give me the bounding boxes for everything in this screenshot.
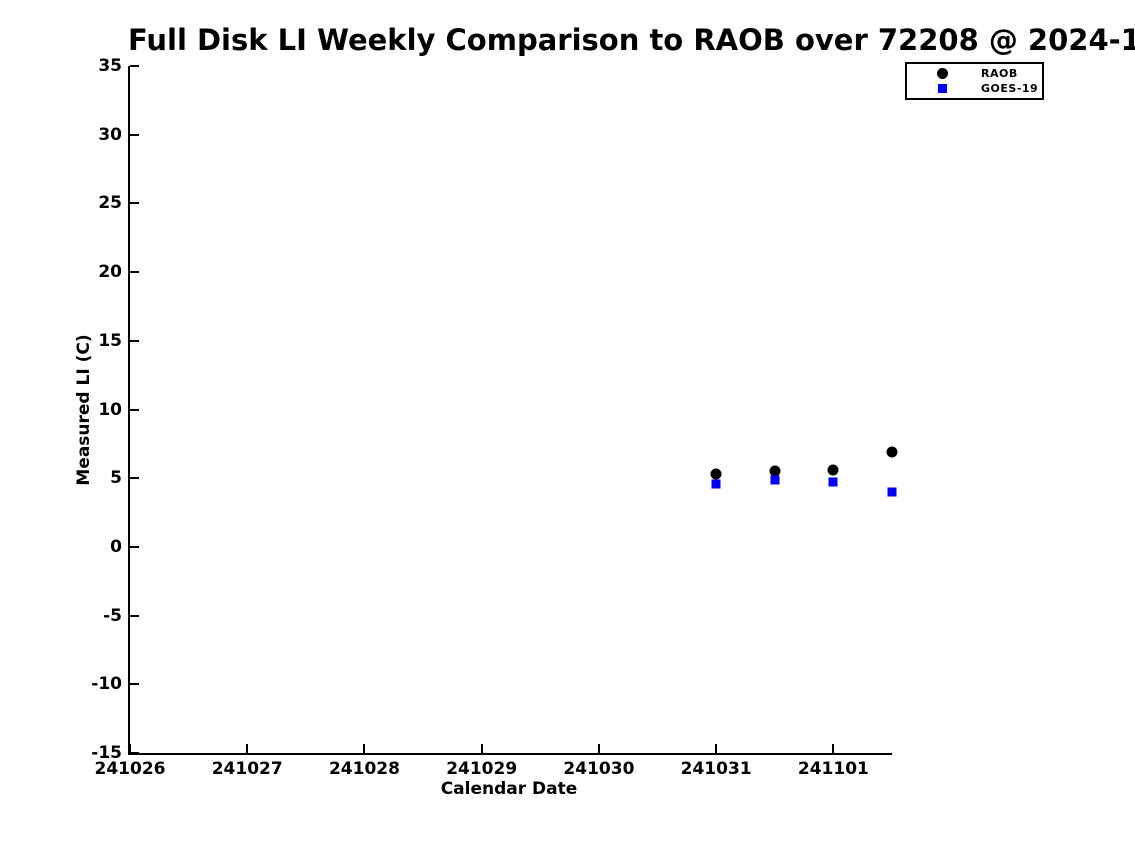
- y-tick-label: 25: [98, 193, 122, 214]
- y-tick-mark: [130, 65, 139, 67]
- y-tick-label: 20: [98, 262, 122, 283]
- goes-19-marker-icon: [937, 84, 947, 94]
- data-point-goes-19: [711, 479, 721, 489]
- data-point-goes-19: [828, 477, 838, 487]
- y-tick-mark: [130, 408, 139, 411]
- x-tick-label: 241027: [211, 759, 283, 779]
- x-tick-mark: [246, 744, 249, 753]
- y-tick-mark: [130, 133, 139, 136]
- data-point-goes-19: [770, 475, 780, 485]
- chart-title: Full Disk LI Weekly Comparison to RAOB o…: [128, 23, 1135, 57]
- data-point-raob: [827, 464, 839, 476]
- x-axis-label: Calendar Date: [440, 779, 578, 799]
- y-tick-mark: [130, 752, 139, 754]
- plot-area: 35 30 25 20 15 10 5 0 -5 -10 -15 241026 241027 241028…: [91, 56, 898, 779]
- x-tick-mark: [363, 744, 366, 753]
- y-tick-label: 0: [110, 536, 122, 557]
- y-tick-label: 15: [98, 330, 122, 351]
- legend-label: RAOB: [981, 66, 1018, 80]
- data-point-raob: [769, 465, 781, 477]
- x-tick-mark: [480, 744, 483, 753]
- x-tick-mark: [129, 744, 131, 753]
- x-tick-mark: [715, 744, 718, 753]
- y-tick-label: -5: [103, 605, 122, 626]
- y-tick-label: 10: [98, 399, 122, 420]
- legend-entry-goes-19: GOES-19: [915, 82, 1039, 97]
- y-tick-mark: [130, 545, 139, 548]
- x-tick-label: 241101: [797, 759, 869, 779]
- x-tick-label: 241030: [563, 759, 635, 779]
- y-tick-mark: [130, 202, 139, 205]
- x-tick-label: 241029: [446, 759, 518, 779]
- legend-label: GOES-19: [981, 82, 1039, 96]
- y-tick-mark: [130, 683, 139, 686]
- legend: RAOB GOES-19: [905, 62, 1044, 100]
- legend-swatch: [915, 84, 969, 94]
- y-tick-label: -10: [91, 674, 122, 695]
- y-tick-mark: [130, 614, 139, 617]
- data-point-raob: [886, 446, 898, 458]
- data-point-goes-19: [887, 487, 897, 497]
- y-tick-mark: [130, 339, 139, 342]
- data-point-raob: [710, 468, 722, 480]
- legend-swatch: [915, 67, 969, 79]
- y-tick-mark: [130, 477, 139, 480]
- y-tick-label: 35: [98, 56, 122, 76]
- x-tick-mark: [832, 744, 835, 753]
- raob-marker-icon: [936, 67, 948, 79]
- x-tick-label: 241028: [328, 759, 400, 779]
- x-tick-mark: [597, 744, 600, 753]
- x-tick-label: 241031: [680, 759, 752, 779]
- y-tick-label: 5: [110, 468, 122, 489]
- y-tick-label: -15: [91, 743, 122, 763]
- y-tick-label: 30: [98, 124, 122, 145]
- legend-entry-raob: RAOB: [915, 66, 1036, 81]
- y-tick-mark: [130, 271, 139, 274]
- x-tick-label: 241026: [94, 759, 166, 779]
